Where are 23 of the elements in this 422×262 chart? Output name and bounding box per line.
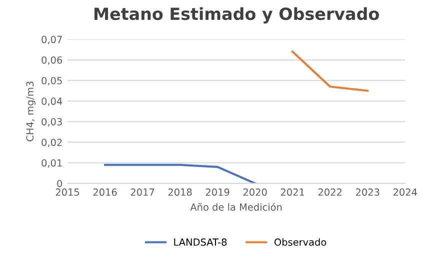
y-tick-label: 0,01 (42, 159, 62, 168)
x-axis-title: Año de la Medición (190, 202, 282, 211)
x-tick-label: 2017 (130, 188, 154, 196)
y-tick-label: 0,03 (42, 118, 62, 126)
y-tick-label: 0,06 (42, 56, 62, 65)
x-tick-label: 2020 (243, 188, 267, 196)
x-tick-label: 2024 (393, 188, 417, 196)
x-tick-label: 2019 (206, 188, 230, 196)
x-tick-label: 2016 (93, 188, 117, 196)
legend-label: LANDSAT-8 (174, 238, 227, 246)
chart-title: Metano Estimado y Observado (94, 7, 379, 24)
x-tick-label: 2022 (318, 188, 342, 196)
x-tick-label: 2018 (168, 188, 192, 196)
y-tick-label: 0 (57, 180, 62, 188)
legend-label: Observado (274, 238, 326, 246)
y-tick-label: 0,05 (42, 76, 62, 86)
y-tick-label: 0,02 (42, 138, 62, 148)
y-tick-label: 0,07 (42, 36, 62, 44)
x-tick-label: 2023 (356, 188, 380, 196)
x-tick-label: 2021 (280, 188, 304, 196)
x-tick-label: 2015 (56, 188, 80, 196)
y-axis-title: CH4, mg/m3 (26, 82, 36, 142)
y-tick-label: 0,04 (42, 98, 62, 106)
